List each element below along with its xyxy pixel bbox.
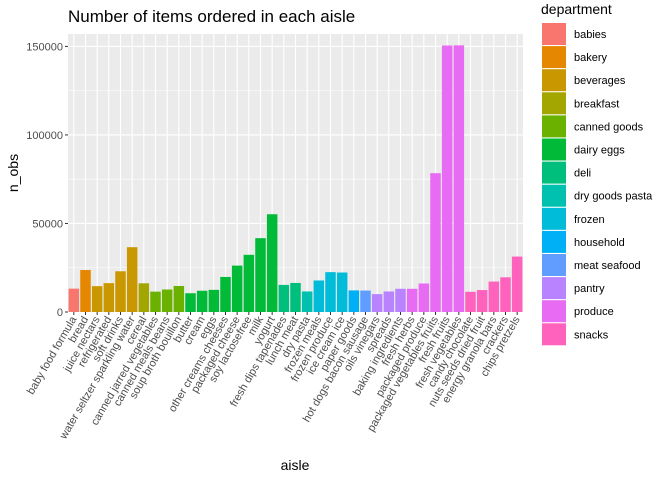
y-tick-label: 150000 xyxy=(26,41,63,53)
legend-label: produce xyxy=(574,306,614,318)
bar xyxy=(208,289,220,312)
bar xyxy=(255,238,266,312)
legend-key xyxy=(542,184,566,207)
bar xyxy=(395,288,406,312)
bar xyxy=(500,277,511,312)
bar xyxy=(313,280,325,312)
bar xyxy=(476,290,488,312)
bar xyxy=(161,289,173,312)
legend-label: babies xyxy=(574,29,607,41)
legend-key xyxy=(542,138,566,161)
bar xyxy=(91,286,103,312)
bar xyxy=(348,290,360,312)
legend-key xyxy=(542,46,566,69)
bar xyxy=(488,281,500,312)
x-axis-title: aisle xyxy=(281,457,310,473)
legend: department babies bakery beverages breakfas… xyxy=(541,1,653,346)
legend-label: deli xyxy=(574,168,591,180)
bar xyxy=(115,271,126,312)
legend-key xyxy=(542,277,566,300)
bar xyxy=(278,284,290,312)
legend-key xyxy=(542,254,566,276)
legend-title: department xyxy=(541,1,612,17)
bar xyxy=(185,293,196,312)
legend-label: dairy eggs xyxy=(574,145,625,157)
legend-label: beverages xyxy=(574,75,626,87)
bar xyxy=(220,276,231,312)
bar xyxy=(126,247,138,312)
bar xyxy=(383,291,395,312)
bar xyxy=(406,288,418,312)
chart-title: Number of items ordered in each aisle xyxy=(68,7,355,26)
bar xyxy=(441,45,453,313)
bar xyxy=(418,283,430,312)
y-tick-label: 100000 xyxy=(26,130,63,142)
legend-label: snacks xyxy=(574,329,609,341)
bar xyxy=(138,283,150,312)
bar xyxy=(80,270,91,312)
legend-label: canned goods xyxy=(574,121,644,133)
bar xyxy=(290,282,301,312)
legend-key xyxy=(542,92,566,115)
legend-key xyxy=(542,207,566,230)
bar xyxy=(430,173,441,312)
legend-label: dry goods pasta xyxy=(574,191,653,203)
legend-label: meat seafood xyxy=(574,260,641,272)
legend-label: breakfast xyxy=(574,98,619,110)
legend-label: pantry xyxy=(574,283,605,295)
bar xyxy=(465,291,476,312)
legend-label: bakery xyxy=(574,52,608,64)
legend-key xyxy=(542,300,566,323)
bars xyxy=(68,45,523,313)
legend-label: frozen xyxy=(574,214,605,226)
legend-key xyxy=(542,115,566,138)
bar xyxy=(360,290,371,312)
y-axis-title: n_obs xyxy=(5,154,21,192)
bar xyxy=(103,283,115,312)
legend-key xyxy=(542,230,566,253)
bar xyxy=(453,45,465,312)
bar xyxy=(243,254,255,312)
legend-key xyxy=(542,323,566,346)
bar xyxy=(511,256,523,312)
y-axis: 0 50000 100000 150000 xyxy=(26,41,68,319)
bar xyxy=(266,214,278,312)
bar xyxy=(325,272,336,312)
bar xyxy=(371,294,383,312)
legend-key xyxy=(542,23,566,45)
legend-key xyxy=(542,69,566,92)
bar xyxy=(231,265,243,312)
legend-key xyxy=(542,161,566,184)
y-tick-label: 50000 xyxy=(32,218,63,230)
bar xyxy=(68,288,80,312)
bar xyxy=(196,290,208,312)
bar xyxy=(301,291,313,312)
legend-label: household xyxy=(574,237,625,249)
bar xyxy=(336,272,348,312)
y-tick-label: 0 xyxy=(57,307,63,319)
bar xyxy=(150,291,161,312)
major-gridlines xyxy=(68,34,523,313)
bar xyxy=(173,285,185,312)
